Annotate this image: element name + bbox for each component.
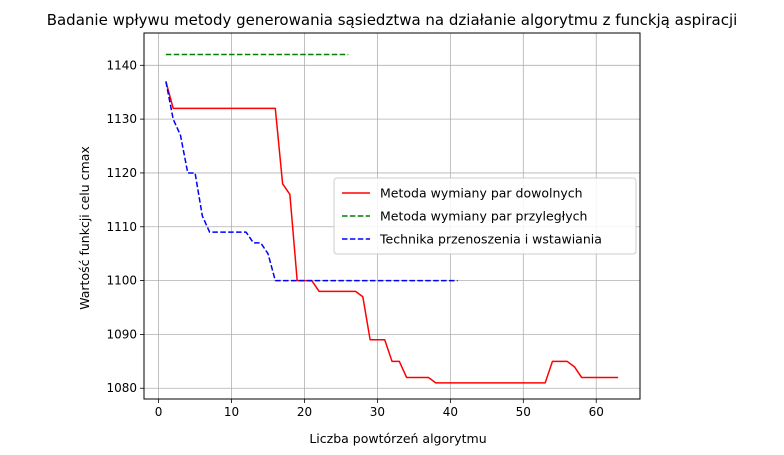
ticks: 0 10 20 30 40 50 60 1080 1090 1100 1110 1120 1130 114… — [106, 58, 603, 419]
series-layer — [165, 53, 619, 384]
x-tick-label: 60 — [589, 405, 604, 419]
x-tick-label: 20 — [297, 405, 312, 419]
x-tick-label: 40 — [443, 405, 458, 419]
y-tick-label: 1130 — [106, 112, 137, 126]
y-tick-label: 1140 — [106, 58, 137, 72]
y-tick-label: 1080 — [106, 381, 137, 395]
series-line-technika-przenoszenia-i-wstawiania — [165, 81, 458, 282]
legend-label: Technika przenoszenia i wstawiania — [379, 232, 602, 247]
legend: Metoda wymiany par dowolnych Metoda wymia… — [333, 177, 637, 255]
x-tick-label: 0 — [155, 405, 163, 419]
x-axis-label: Liczba powtórzeń algorytmu — [309, 431, 486, 446]
x-tick-label: 10 — [224, 405, 239, 419]
legend-label: Metoda wymiany par dowolnych — [380, 186, 583, 201]
y-axis-label: Wartość funkcji celu cmax — [77, 146, 92, 310]
axes-frame — [143, 32, 641, 400]
x-tick-label: 30 — [370, 405, 385, 419]
chart-title: Badanie wpływu metody generowania sąsied… — [47, 11, 738, 29]
x-tick-label: 50 — [516, 405, 531, 419]
legend-label: Metoda wymiany par przyległych — [380, 209, 587, 224]
y-tick-label: 1100 — [106, 274, 137, 288]
legend-box — [333, 177, 637, 255]
y-tick-label: 1090 — [106, 327, 137, 341]
y-tick-label: 1120 — [106, 166, 137, 180]
y-tick-label: 1110 — [106, 220, 137, 234]
series-line-metoda-wymiany-par-dowolnych — [165, 81, 619, 384]
